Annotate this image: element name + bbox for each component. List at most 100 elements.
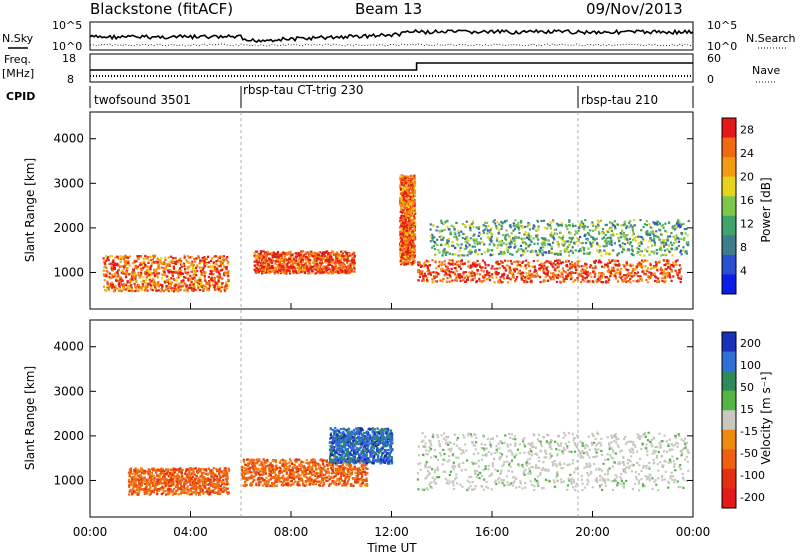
power-data-point [622,263,625,267]
power-data-point [401,230,404,233]
power-data-point [146,282,149,285]
power-data-point [151,277,154,280]
power-ylabel: Slant Range [km] [23,158,37,262]
power-data-point [515,250,518,253]
power-data-point [561,267,564,270]
vel-data-point [223,489,226,492]
power-data-point [296,261,300,264]
power-data-point [107,256,110,259]
vel-data-point [130,467,133,470]
power-data-point [284,269,287,272]
power-data-point [179,269,182,272]
power-data-point [685,227,688,231]
power-data-point [412,215,416,218]
power-data-point [434,260,437,263]
power-data-point [463,224,466,227]
power-data-point [539,250,542,253]
power-data-point [149,259,152,262]
power-data-point [411,188,414,192]
vel-data-point [164,484,167,488]
power-data-point [256,258,259,261]
power-data-point [575,240,578,244]
power-data-point [473,245,476,248]
power-data-point [586,271,589,274]
power-data-point [345,258,348,261]
power-data-point [197,282,201,286]
power-data-point [537,274,540,277]
power-data-point [456,242,459,245]
power-data-point [419,272,422,276]
power-data-point [686,244,689,247]
power-data-point [337,253,340,256]
power-data-point [454,232,457,235]
power-data-point [182,280,185,283]
power-data-point [527,261,530,264]
power-data-point [576,277,579,280]
power-data-point [581,242,584,245]
power-data-point [642,260,645,263]
cpid-panel: CPID twofsound 3501 rbsp-tau CT-trig 230… [6,83,694,108]
power-data-point [315,254,318,257]
power-data-point [413,198,416,202]
power-data-point [625,226,628,230]
power-data-point [113,288,116,291]
power-data-point [408,200,411,204]
power-data-point [660,266,663,269]
power-data-point [556,252,559,255]
power-data-point [210,276,213,279]
power-data-point [272,251,275,254]
power-data-point [280,252,283,255]
power-data-point [518,269,521,272]
power-data-point [460,260,463,263]
power-data-point [126,284,129,288]
power-data-point [609,221,612,224]
power-data-point [573,242,576,246]
power-data-point [594,239,597,242]
vel-data-point [228,469,231,472]
vel-data-point [176,489,179,492]
vel-data-point [211,471,215,474]
power-data-point [495,273,498,276]
power-data-point [292,271,295,275]
power-data-point [632,238,635,241]
power-data-point [571,223,574,226]
power-data-point [220,284,223,287]
power-data-point [616,280,620,283]
power-data-point [542,240,545,243]
power-data-point [336,261,339,264]
power-data-point [412,222,415,225]
power-data-point [513,242,516,245]
power-data-point [406,246,409,249]
power-data-point [573,264,576,267]
power-data-point [202,288,205,291]
power-data-point [550,272,553,275]
power-data-point [555,259,559,262]
power-data-point [172,257,175,260]
power-data-point [683,236,686,239]
power-data-point [597,244,600,247]
power-data-point [657,279,660,282]
power-data-point [409,263,412,266]
power-data-point [457,274,460,278]
power-data-point [470,265,473,268]
power-data-point [640,278,644,281]
power-data-point [116,272,119,275]
power-data-point [687,219,690,223]
power-data-point [331,264,334,267]
power-data-point [201,257,204,260]
power-data-point [639,277,642,281]
power-data-point [496,221,499,224]
power-data-point [292,256,295,259]
power-data-point [447,268,450,271]
power-data-point [674,238,677,241]
power-data-point [491,253,494,256]
power-data-point [524,247,528,250]
power-data-point [651,244,654,247]
power-data-point [197,286,200,290]
power-data-point [161,284,164,287]
power-data-point [583,228,586,231]
power-data-point [270,266,273,270]
power-data-point [137,286,140,289]
power-data-point [411,220,415,223]
